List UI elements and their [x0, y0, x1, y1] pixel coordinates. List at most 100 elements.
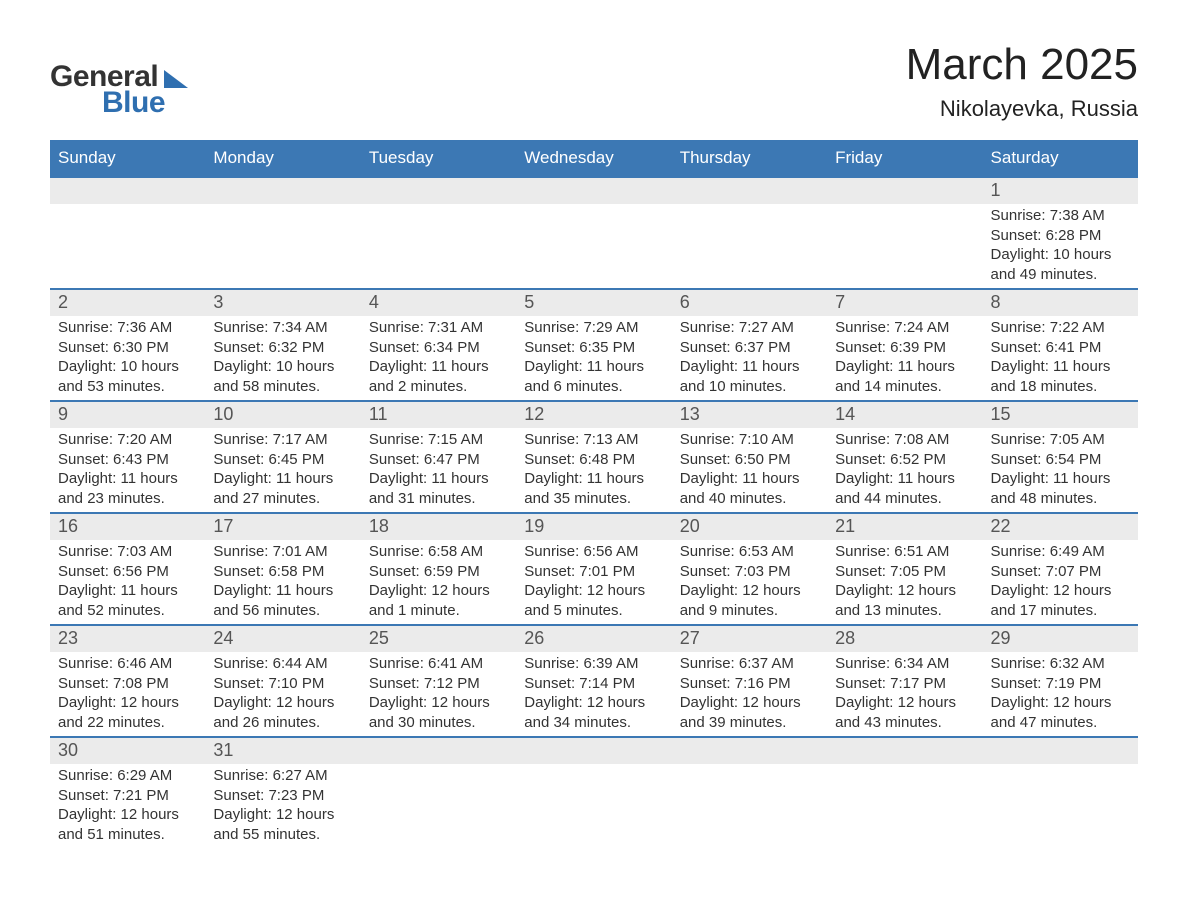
day-header: Sunday: [50, 140, 205, 177]
day-number-bar: 4: [361, 290, 516, 316]
day-number-bar: 8: [983, 290, 1138, 316]
sunset-text: Sunset: 6:43 PM: [58, 450, 197, 470]
week-row: 30Sunrise: 6:29 AMSunset: 7:21 PMDayligh…: [50, 737, 1138, 848]
sunset-text: Sunset: 6:59 PM: [369, 562, 508, 582]
daylight-text: Daylight: 12 hours and 39 minutes.: [680, 693, 819, 732]
day-number-bar: [516, 738, 671, 764]
sunrise-text: Sunrise: 6:32 AM: [991, 654, 1130, 674]
sunset-text: Sunset: 6:48 PM: [524, 450, 663, 470]
day-number-bar: [205, 178, 360, 204]
sunset-text: Sunset: 7:03 PM: [680, 562, 819, 582]
day-cell: 6Sunrise: 7:27 AMSunset: 6:37 PMDaylight…: [672, 289, 827, 401]
day-number-bar: [672, 738, 827, 764]
day-number-bar: 2: [50, 290, 205, 316]
sunset-text: Sunset: 7:10 PM: [213, 674, 352, 694]
daylight-text: Daylight: 11 hours and 44 minutes.: [835, 469, 974, 508]
day-cell: 20Sunrise: 6:53 AMSunset: 7:03 PMDayligh…: [672, 513, 827, 625]
day-details: [983, 764, 1138, 846]
sunset-text: Sunset: 7:17 PM: [835, 674, 974, 694]
sunrise-text: Sunrise: 7:22 AM: [991, 318, 1130, 338]
daylight-text: Daylight: 11 hours and 6 minutes.: [524, 357, 663, 396]
day-details: Sunrise: 6:49 AMSunset: 7:07 PMDaylight:…: [983, 540, 1138, 624]
day-details: Sunrise: 7:01 AMSunset: 6:58 PMDaylight:…: [205, 540, 360, 624]
sunrise-text: Sunrise: 6:58 AM: [369, 542, 508, 562]
sunrise-text: Sunrise: 6:51 AM: [835, 542, 974, 562]
day-details: Sunrise: 7:29 AMSunset: 6:35 PMDaylight:…: [516, 316, 671, 400]
header: General Blue March 2025 Nikolayevka, Rus…: [50, 40, 1138, 122]
day-details: Sunrise: 6:29 AMSunset: 7:21 PMDaylight:…: [50, 764, 205, 848]
day-cell: 29Sunrise: 6:32 AMSunset: 7:19 PMDayligh…: [983, 625, 1138, 737]
sunset-text: Sunset: 7:01 PM: [524, 562, 663, 582]
sunset-text: Sunset: 7:19 PM: [991, 674, 1130, 694]
day-number-bar: 17: [205, 514, 360, 540]
daylight-text: Daylight: 11 hours and 56 minutes.: [213, 581, 352, 620]
location: Nikolayevka, Russia: [906, 96, 1138, 122]
sunrise-text: Sunrise: 7:15 AM: [369, 430, 508, 450]
day-number-bar: 7: [827, 290, 982, 316]
sunrise-text: Sunrise: 6:44 AM: [213, 654, 352, 674]
day-details: [516, 204, 671, 286]
day-cell: 12Sunrise: 7:13 AMSunset: 6:48 PMDayligh…: [516, 401, 671, 513]
sunrise-text: Sunrise: 6:49 AM: [991, 542, 1130, 562]
day-cell: [361, 737, 516, 848]
daylight-text: Daylight: 12 hours and 13 minutes.: [835, 581, 974, 620]
sunset-text: Sunset: 6:39 PM: [835, 338, 974, 358]
day-header: Wednesday: [516, 140, 671, 177]
sunrise-text: Sunrise: 7:27 AM: [680, 318, 819, 338]
daylight-text: Daylight: 11 hours and 48 minutes.: [991, 469, 1130, 508]
day-details: Sunrise: 6:27 AMSunset: 7:23 PMDaylight:…: [205, 764, 360, 848]
day-details: Sunrise: 6:41 AMSunset: 7:12 PMDaylight:…: [361, 652, 516, 736]
day-number-bar: 24: [205, 626, 360, 652]
daylight-text: Daylight: 12 hours and 51 minutes.: [58, 805, 197, 844]
daylight-text: Daylight: 10 hours and 53 minutes.: [58, 357, 197, 396]
logo: General Blue: [50, 60, 188, 120]
day-cell: 30Sunrise: 6:29 AMSunset: 7:21 PMDayligh…: [50, 737, 205, 848]
daylight-text: Daylight: 12 hours and 47 minutes.: [991, 693, 1130, 732]
day-number-bar: 5: [516, 290, 671, 316]
daylight-text: Daylight: 10 hours and 58 minutes.: [213, 357, 352, 396]
day-number-bar: 6: [672, 290, 827, 316]
daylight-text: Daylight: 11 hours and 52 minutes.: [58, 581, 197, 620]
day-details: Sunrise: 6:44 AMSunset: 7:10 PMDaylight:…: [205, 652, 360, 736]
day-number-bar: 16: [50, 514, 205, 540]
day-number-bar: 25: [361, 626, 516, 652]
sunset-text: Sunset: 7:07 PM: [991, 562, 1130, 582]
sunrise-text: Sunrise: 7:24 AM: [835, 318, 974, 338]
sunrise-text: Sunrise: 7:36 AM: [58, 318, 197, 338]
sunset-text: Sunset: 6:47 PM: [369, 450, 508, 470]
day-cell: 17Sunrise: 7:01 AMSunset: 6:58 PMDayligh…: [205, 513, 360, 625]
daylight-text: Daylight: 11 hours and 27 minutes.: [213, 469, 352, 508]
sunrise-text: Sunrise: 6:39 AM: [524, 654, 663, 674]
sunrise-text: Sunrise: 7:31 AM: [369, 318, 508, 338]
sunset-text: Sunset: 6:45 PM: [213, 450, 352, 470]
sunrise-text: Sunrise: 6:34 AM: [835, 654, 974, 674]
day-number-bar: [50, 178, 205, 204]
daylight-text: Daylight: 10 hours and 49 minutes.: [991, 245, 1130, 284]
day-number-bar: 3: [205, 290, 360, 316]
logo-word2: Blue: [102, 86, 165, 120]
day-details: [361, 764, 516, 846]
sunrise-text: Sunrise: 7:05 AM: [991, 430, 1130, 450]
day-cell: 18Sunrise: 6:58 AMSunset: 6:59 PMDayligh…: [361, 513, 516, 625]
day-details: [50, 204, 205, 286]
sunset-text: Sunset: 7:08 PM: [58, 674, 197, 694]
week-row: 23Sunrise: 6:46 AMSunset: 7:08 PMDayligh…: [50, 625, 1138, 737]
sunrise-text: Sunrise: 7:13 AM: [524, 430, 663, 450]
day-cell: 2Sunrise: 7:36 AMSunset: 6:30 PMDaylight…: [50, 289, 205, 401]
sunrise-text: Sunrise: 6:53 AM: [680, 542, 819, 562]
day-number-bar: [361, 178, 516, 204]
day-cell: 22Sunrise: 6:49 AMSunset: 7:07 PMDayligh…: [983, 513, 1138, 625]
day-number-bar: [516, 178, 671, 204]
sunset-text: Sunset: 6:28 PM: [991, 226, 1130, 246]
daylight-text: Daylight: 12 hours and 22 minutes.: [58, 693, 197, 732]
day-details: [516, 764, 671, 846]
day-cell: 26Sunrise: 6:39 AMSunset: 7:14 PMDayligh…: [516, 625, 671, 737]
sunset-text: Sunset: 7:21 PM: [58, 786, 197, 806]
day-number-bar: [672, 178, 827, 204]
calendar-table: SundayMondayTuesdayWednesdayThursdayFrid…: [50, 140, 1138, 848]
day-number-bar: 15: [983, 402, 1138, 428]
title-block: March 2025 Nikolayevka, Russia: [906, 40, 1138, 122]
day-cell: 13Sunrise: 7:10 AMSunset: 6:50 PMDayligh…: [672, 401, 827, 513]
day-cell: [672, 737, 827, 848]
logo-triangle-icon: [164, 70, 188, 88]
